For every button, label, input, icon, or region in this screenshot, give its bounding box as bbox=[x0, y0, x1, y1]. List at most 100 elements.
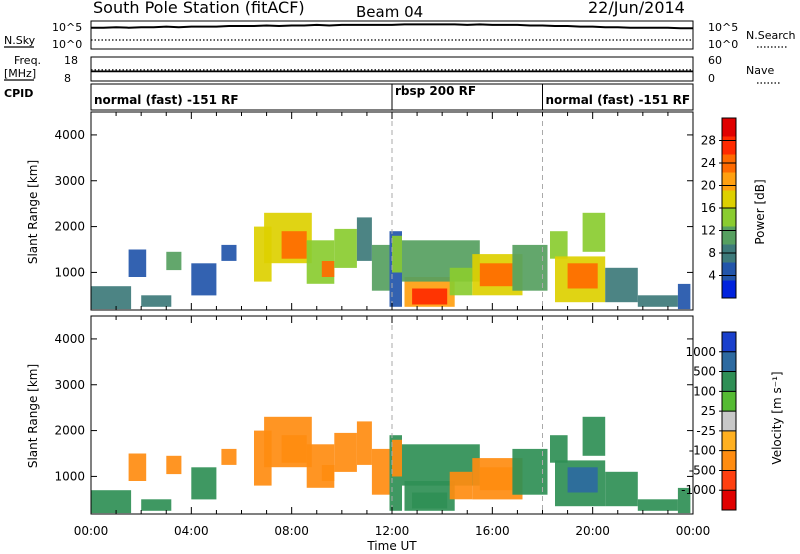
velocity-ytick-label: 3000 bbox=[54, 378, 85, 392]
nsearch-label: N.Search bbox=[746, 29, 796, 42]
nave-tick-top: 60 bbox=[708, 54, 722, 67]
velocity-echo-patch bbox=[321, 465, 335, 481]
freq-unit-label: [MHz] bbox=[4, 67, 36, 80]
nsky-panel: N.Sky 10^5 10^0 10^5 10^0 N.Search bbox=[4, 20, 796, 51]
x-tick-label: 04:00 bbox=[174, 524, 209, 538]
power-echo-patch bbox=[605, 267, 638, 303]
date-label: 22/Jun/2014 bbox=[588, 0, 685, 17]
freq-tick-top-left: 18 bbox=[64, 54, 78, 67]
power-echo-patch bbox=[371, 244, 390, 291]
velocity-colorbar-swatch bbox=[722, 411, 736, 432]
velocity-colorbar-tick-label: -1000 bbox=[681, 483, 716, 497]
power-echo-patch bbox=[356, 217, 372, 261]
power-echo-patch bbox=[582, 212, 606, 252]
x-tick-label: 08:00 bbox=[274, 524, 309, 538]
nsky-tick-bottom-left: 10^0 bbox=[52, 38, 82, 51]
velocity-echo-patch bbox=[637, 499, 678, 511]
velocity-echo-patch bbox=[141, 499, 172, 511]
velocity-echo-patch bbox=[371, 448, 390, 495]
velocity-echo-patch bbox=[221, 448, 237, 465]
power-echo-patch bbox=[550, 231, 568, 259]
power-echo-patch bbox=[392, 235, 402, 273]
velocity-colorbar-tick-label: 500 bbox=[693, 365, 716, 379]
freq-tick-bottom-left: 8 bbox=[64, 72, 71, 85]
power-echo-patch bbox=[567, 263, 598, 289]
power-echo-patch bbox=[141, 295, 172, 307]
power-colorbar-label: Power [dB] bbox=[753, 179, 767, 244]
x-axis-label: Time UT bbox=[366, 539, 417, 553]
velocity-echo-patch bbox=[128, 453, 147, 481]
nsky-series-0 bbox=[91, 23, 693, 30]
freq-label: Freq. bbox=[14, 54, 41, 67]
velocity-echo-patch bbox=[512, 448, 548, 495]
power-echo-patch bbox=[512, 244, 548, 291]
velocity-echo-patch bbox=[392, 439, 402, 477]
power-echo-patch bbox=[479, 263, 513, 287]
power-echo-patch bbox=[449, 267, 473, 296]
power-colorbar-tick-label: 8 bbox=[708, 246, 716, 260]
power-echo-patch bbox=[91, 286, 132, 310]
power-colorbar-swatch bbox=[722, 208, 736, 227]
velocity-colorbar-swatch bbox=[722, 371, 736, 392]
power-panel: Slant Range [km] 1000 2000 3000 4000 4 8 12 16… bbox=[26, 111, 767, 311]
power-echo-patch bbox=[412, 288, 448, 305]
power-ytick-label: 1000 bbox=[54, 265, 85, 279]
velocity-echo-patch bbox=[449, 471, 473, 500]
nave-tick-bottom: 0 bbox=[708, 72, 715, 85]
velocity-echo-patch bbox=[479, 467, 513, 491]
velocity-colorbar-label: Velocity [m s⁻¹] bbox=[770, 371, 784, 464]
power-colorbar-swatch bbox=[722, 280, 736, 299]
power-echo-patch bbox=[321, 261, 335, 277]
velocity-echo-patch bbox=[166, 455, 182, 475]
power-colorbar-tick-label: 20 bbox=[701, 179, 716, 193]
power-echo-patch bbox=[191, 263, 217, 296]
power-ytick-label: 4000 bbox=[54, 128, 85, 142]
nsky-tick-bottom-right: 10^0 bbox=[708, 38, 738, 51]
power-echo-patch bbox=[221, 244, 237, 261]
power-colorbar-tick-label: 28 bbox=[701, 134, 716, 148]
power-colorbar-tick-label: 16 bbox=[701, 201, 716, 215]
velocity-colorbar-tick-label: 100 bbox=[693, 384, 716, 398]
power-colorbar-swatch bbox=[722, 172, 736, 191]
velocity-ytick-label: 2000 bbox=[54, 424, 85, 438]
velocity-echo-patch bbox=[677, 487, 691, 514]
x-tick-label: 12:00 bbox=[375, 524, 410, 538]
station-title: South Pole Station (fitACF) bbox=[93, 0, 305, 17]
velocity-echo-patch bbox=[191, 467, 217, 500]
power-echo-patch bbox=[128, 249, 147, 277]
power-ytick-label: 3000 bbox=[54, 174, 85, 188]
velocity-echo-patch bbox=[334, 432, 357, 472]
velocity-colorbar-tick-label: 1000 bbox=[685, 345, 716, 359]
velocity-colorbar-tick-label: -25 bbox=[696, 424, 716, 438]
power-colorbar-swatch bbox=[722, 136, 736, 155]
velocity-colorbar-swatch bbox=[722, 470, 736, 491]
velocity-echo-patch bbox=[550, 435, 568, 463]
velocity-echo-patch bbox=[412, 492, 448, 509]
power-ylabel: Slant Range [km] bbox=[26, 160, 40, 264]
nsky-tick-top-left: 10^5 bbox=[52, 21, 82, 34]
velocity-echo-patch bbox=[605, 471, 638, 507]
cpid-segment-label: rbsp 200 RF bbox=[395, 84, 476, 98]
nsky-frame bbox=[90, 20, 694, 50]
cpid-label: CPID bbox=[4, 87, 33, 100]
nsky-label: N.Sky bbox=[4, 34, 36, 47]
power-colorbar-tick-label: 24 bbox=[701, 156, 716, 170]
velocity-colorbar-swatch bbox=[722, 430, 736, 452]
x-tick-label: 00:00 bbox=[74, 524, 109, 538]
velocity-echo-patch bbox=[281, 435, 307, 463]
velocity-colorbar-swatch bbox=[722, 490, 736, 511]
power-colorbar-swatch bbox=[722, 118, 736, 137]
velocity-panel: Slant Range [km] 1000 2000 3000 4000 1000 50… bbox=[26, 315, 784, 515]
x-tick-label: 16:00 bbox=[475, 524, 510, 538]
velocity-colorbar-tick-label: 25 bbox=[701, 404, 716, 418]
power-colorbar-tick-label: 12 bbox=[701, 224, 716, 238]
velocity-echo-patch bbox=[91, 490, 132, 514]
freq-frame bbox=[90, 56, 694, 82]
cpid-segment-label: normal (fast) -151 RF bbox=[546, 93, 691, 107]
cpid-segment-label: normal (fast) -151 RF bbox=[94, 93, 239, 107]
power-echo-patch bbox=[637, 295, 678, 307]
velocity-ytick-label: 4000 bbox=[54, 332, 85, 346]
velocity-colorbar-tick-label: -100 bbox=[689, 444, 716, 458]
beam-label: Beam 04 bbox=[356, 3, 423, 21]
